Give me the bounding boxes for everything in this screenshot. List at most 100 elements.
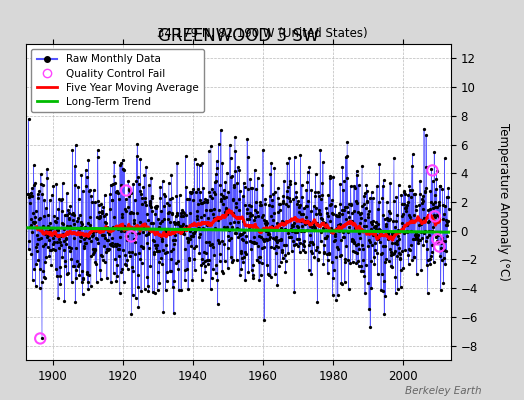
- Point: [97, 252, 105, 258]
- Point: [389, 218, 397, 225]
- Point: [399, 211, 407, 217]
- Point: [238, 193, 247, 199]
- Point: [49, 235, 57, 241]
- Point: [402, 221, 411, 228]
- Point: [64, 270, 72, 277]
- Point: [53, 227, 62, 233]
- Point: [151, 205, 160, 211]
- Point: [191, 227, 199, 234]
- Point: [293, 223, 301, 230]
- Point: [294, 198, 302, 204]
- Point: [165, 209, 173, 215]
- Point: [82, 167, 90, 173]
- Point: [55, 196, 63, 202]
- Point: [335, 227, 343, 234]
- Point: [234, 226, 242, 232]
- Point: [387, 252, 395, 258]
- Point: [309, 219, 317, 225]
- Point: [404, 252, 412, 258]
- Point: [228, 173, 236, 180]
- Point: [387, 230, 396, 236]
- Point: [310, 254, 319, 260]
- Point: [71, 142, 80, 149]
- Point: [127, 264, 136, 270]
- Point: [123, 236, 131, 243]
- Point: [375, 226, 383, 233]
- Point: [102, 224, 111, 230]
- Point: [169, 246, 177, 252]
- Point: [301, 221, 309, 227]
- Point: [266, 171, 275, 177]
- Point: [307, 208, 315, 214]
- Point: [224, 232, 232, 239]
- Point: [77, 224, 85, 231]
- Point: [151, 204, 159, 210]
- Point: [289, 222, 297, 229]
- Point: [410, 191, 418, 198]
- Point: [363, 188, 372, 194]
- Point: [305, 219, 313, 226]
- Point: [374, 270, 382, 277]
- Point: [93, 214, 102, 220]
- Point: [339, 186, 347, 193]
- Point: [154, 269, 162, 275]
- Point: [125, 187, 134, 194]
- Point: [378, 195, 386, 201]
- Point: [355, 246, 364, 252]
- Point: [117, 160, 125, 166]
- Point: [293, 229, 302, 235]
- Point: [237, 254, 246, 261]
- Point: [302, 202, 310, 209]
- Point: [140, 222, 148, 228]
- Point: [407, 216, 415, 223]
- Point: [122, 208, 130, 214]
- Point: [265, 202, 274, 208]
- Point: [403, 202, 411, 208]
- Point: [242, 239, 250, 245]
- Point: [132, 178, 140, 184]
- Point: [293, 224, 302, 230]
- Point: [174, 219, 183, 225]
- Point: [173, 160, 181, 166]
- Point: [38, 279, 46, 285]
- Point: [317, 196, 325, 203]
- Point: [345, 214, 353, 220]
- Point: [365, 306, 373, 312]
- Point: [230, 181, 238, 188]
- Point: [102, 248, 110, 255]
- Point: [415, 202, 423, 208]
- Point: [233, 257, 241, 264]
- Point: [173, 210, 181, 217]
- Point: [166, 268, 174, 274]
- Point: [240, 228, 248, 235]
- Point: [27, 251, 35, 257]
- Point: [166, 219, 174, 225]
- Point: [431, 199, 440, 206]
- Point: [67, 211, 75, 218]
- Point: [205, 238, 214, 245]
- Point: [267, 212, 276, 219]
- Point: [432, 168, 441, 174]
- Point: [388, 232, 396, 238]
- Point: [326, 218, 335, 224]
- Point: [438, 257, 446, 263]
- Point: [248, 238, 256, 245]
- Point: [61, 263, 69, 269]
- Point: [313, 220, 321, 226]
- Point: [177, 213, 185, 219]
- Point: [240, 254, 248, 260]
- Point: [187, 190, 195, 196]
- Point: [215, 207, 223, 213]
- Point: [194, 186, 203, 192]
- Point: [411, 190, 419, 197]
- Point: [290, 153, 299, 160]
- Point: [263, 220, 271, 226]
- Point: [281, 225, 289, 232]
- Point: [61, 236, 70, 242]
- Point: [78, 220, 86, 227]
- Point: [244, 186, 252, 193]
- Point: [333, 225, 342, 232]
- Point: [243, 206, 251, 212]
- Point: [122, 196, 130, 202]
- Point: [41, 240, 50, 247]
